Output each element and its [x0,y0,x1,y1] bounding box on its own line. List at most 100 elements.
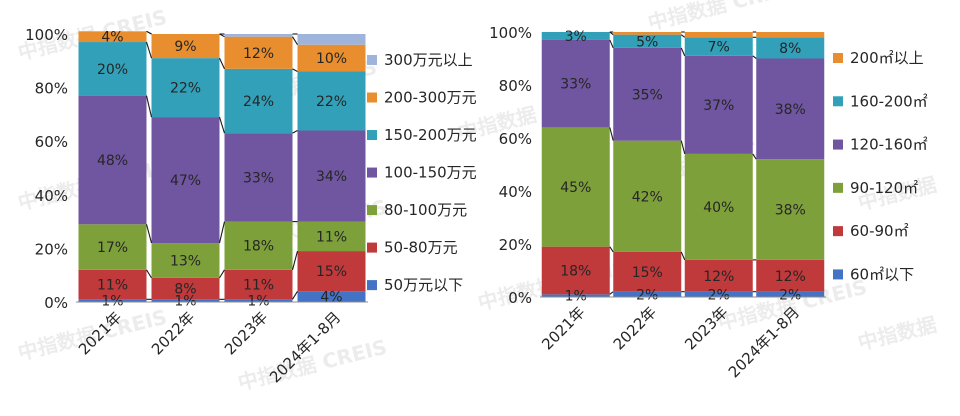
bar-segment [684,153,753,260]
bar-segment [297,130,366,222]
bar-segment [297,34,366,45]
series-connector-line [219,269,225,279]
legend-label: 60-90㎡ [850,222,909,240]
data-label: 24% [243,94,274,110]
legend-label: 100-150万元 [384,164,477,182]
y-tick-label: 80% [35,80,68,98]
bar-segment [684,291,753,297]
data-label: 3% [565,29,587,45]
legend-label: 120-160㎡ [850,136,928,154]
data-label: 12% [243,46,274,62]
data-label: 18% [560,264,591,280]
data-label: 38% [775,203,806,219]
series-connector-line [146,30,152,35]
bar-segment [224,68,293,134]
bar-segment [541,32,610,40]
legend-label: 50万元以下 [384,276,463,294]
bar-segment [224,34,293,37]
legend-swatch [833,226,843,237]
bar-segment [78,95,147,225]
legend-swatch [833,96,843,107]
y-tick-label: 0% [44,294,68,312]
bar-segment [224,36,293,69]
data-label: 12% [703,269,734,285]
bar-segment [78,42,147,96]
series-connector-line [680,140,686,155]
legend-swatch [367,205,377,216]
y-tick-label: 80% [499,77,532,95]
series-connector-line [291,250,299,270]
series-connector-line [145,41,153,59]
legend-label: 200㎡以上 [850,49,924,67]
legend-label: 80-100万元 [384,201,467,219]
legend-swatch [367,280,377,291]
bar-segment [224,269,293,300]
legend-swatch [833,53,843,63]
data-label: 4% [101,30,123,46]
data-label: 2% [779,287,801,303]
bar-segment [613,251,682,292]
series-connector-line [292,290,298,300]
legend-label: 50-80万元 [384,239,458,257]
series-connector-line [292,129,298,134]
data-label: 38% [775,102,806,118]
bar-segment [151,243,220,278]
legend-label: 90-120㎡ [850,179,918,197]
data-label: 48% [97,153,128,169]
bar-segment [151,34,220,59]
data-label: 2% [708,287,730,303]
series-connector-line [218,116,226,134]
bar-segment [151,117,220,244]
legend-swatch [833,269,843,280]
bar-segment [297,44,366,72]
series-connector-line [218,221,226,244]
series-connector-line [219,57,225,70]
data-label: 15% [632,265,663,281]
bar-segment [151,277,220,300]
series-connector-line [609,246,614,253]
bar-segment [756,291,825,297]
data-label: 37% [703,98,734,114]
series-connector-line [680,34,686,38]
bar-segment [541,127,610,247]
bar-segment [541,246,610,295]
legend-label: 60㎡以下 [850,265,914,283]
data-label: 45% [560,180,591,196]
y-tick-label: 60% [35,133,68,151]
series-connector-line [145,224,153,244]
bar-segment [613,34,682,48]
series-connector-line [680,251,686,261]
bar-segment [78,31,147,43]
bar-segment [613,32,682,35]
legend-label: 150-200万元 [384,126,477,144]
bar-segment [224,299,293,302]
bar-segment [297,291,366,302]
series-connector-line [145,95,153,118]
data-label: 47% [170,173,201,189]
watermark-text: 中指数据 CREIS [645,0,799,35]
legend-swatch [367,92,377,103]
series-connector-line [609,39,614,49]
data-label: 34% [316,169,347,185]
legend-swatch [833,139,843,150]
y-tick-label: 20% [35,240,68,258]
legend-swatch [367,167,377,178]
data-label: 12% [775,269,806,285]
y-tick-label: 40% [499,183,532,201]
chart-area-structure: 0%20%40%60%80%100%1%18%45%33%3%2%15%42%3… [489,24,928,381]
legend-label: 160-200㎡ [850,92,928,110]
y-tick-label: 60% [499,130,532,148]
legend-swatch [367,130,377,141]
data-label: 9% [174,39,196,55]
bar-segment [151,58,220,118]
bar-segment [78,299,147,302]
bar-segment [684,259,753,292]
bar-segment [613,140,682,252]
bar-segment [297,221,366,252]
bar-segment [297,71,366,131]
legend-swatch [367,55,377,65]
data-label: 11% [97,278,128,294]
data-label: 42% [632,189,663,205]
series-connector-line [292,68,298,73]
